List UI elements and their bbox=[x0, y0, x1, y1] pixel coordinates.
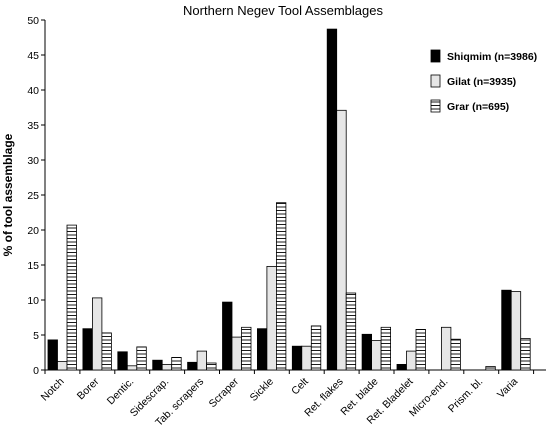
bar-shiqmim bbox=[361, 333, 373, 371]
bar-grar bbox=[136, 346, 147, 371]
y-tick-label: 30 bbox=[27, 155, 39, 167]
legend: Shiqmim (n=3986) Gilat (n=3935) Grar (n=69… bbox=[430, 49, 537, 113]
bar-shiqmim bbox=[47, 339, 58, 371]
bar-gilat bbox=[440, 326, 452, 371]
bar-grar bbox=[380, 326, 392, 371]
bar-shiqmim bbox=[82, 328, 93, 371]
bar-shiqmim bbox=[326, 28, 338, 371]
bars bbox=[47, 28, 531, 371]
bar-grar bbox=[310, 325, 322, 371]
y-tick-label: 40 bbox=[27, 85, 39, 97]
category-labels: Notch Borer Dentic.Sidescrap.Tab. scrapers… bbox=[39, 375, 521, 428]
y-tick-label: 45 bbox=[27, 50, 39, 62]
bar-shiqmim bbox=[187, 361, 198, 371]
bar-shiqmim bbox=[396, 363, 407, 371]
bar-grar bbox=[275, 202, 287, 371]
bar-gilat bbox=[406, 350, 417, 371]
y-tick-label: 35 bbox=[27, 120, 39, 132]
bar-gilat bbox=[231, 336, 242, 371]
y-tick-label: 25 bbox=[27, 190, 39, 202]
bar-gilat bbox=[196, 350, 208, 371]
bar-grar bbox=[450, 338, 461, 371]
legend-swatch bbox=[430, 99, 441, 113]
bar-shiqmim bbox=[256, 328, 268, 371]
category-label: Prism. bl. bbox=[446, 376, 485, 415]
legend-swatch bbox=[430, 49, 441, 63]
category-label: Celt bbox=[289, 376, 311, 398]
bar-grar bbox=[345, 292, 357, 371]
bar-grar bbox=[206, 362, 217, 371]
bar-gilat bbox=[126, 365, 138, 371]
bar-shiqmim bbox=[501, 289, 512, 371]
bar-grar bbox=[485, 366, 496, 371]
y-tick-label: 0 bbox=[33, 365, 39, 377]
bar-gilat bbox=[510, 291, 522, 371]
y-tick-label: 10 bbox=[27, 295, 39, 307]
bar-grar bbox=[101, 332, 112, 371]
axes: 0 5 10 15 20 25 30 35 40 45 50 bbox=[27, 15, 546, 377]
bar-shiqmim bbox=[291, 345, 303, 371]
bar-gilat bbox=[336, 109, 347, 371]
y-tick-label: 20 bbox=[27, 225, 39, 237]
category-label: Dentic. bbox=[105, 376, 137, 408]
bar-shiqmim bbox=[152, 359, 163, 371]
category-label: Sickle bbox=[248, 376, 276, 404]
category-label: Scraper bbox=[207, 375, 242, 410]
bar-grar bbox=[66, 224, 77, 371]
bar-shiqmim bbox=[222, 301, 233, 371]
legend-swatch bbox=[430, 74, 441, 88]
legend-label: Grar (n=695) bbox=[447, 101, 509, 113]
y-tick-label: 50 bbox=[27, 15, 39, 27]
bar-gilat bbox=[57, 361, 68, 371]
category-label: Notch bbox=[39, 376, 67, 404]
bar-shiqmim bbox=[117, 351, 128, 371]
legend-label: Gilat (n=3935) bbox=[447, 76, 516, 88]
bar-gilat bbox=[92, 297, 103, 371]
bar-grar bbox=[415, 328, 426, 371]
bar-gilat bbox=[371, 340, 382, 371]
category-label: Borer bbox=[75, 375, 102, 402]
y-axis-label: % of tool assemblage bbox=[1, 133, 15, 256]
bar-grar bbox=[241, 326, 252, 371]
bar-gilat bbox=[161, 363, 173, 371]
bar-grar bbox=[171, 356, 182, 371]
legend-label: Shiqmim (n=3986) bbox=[447, 51, 537, 63]
chart-title: Northern Negev Tool Assemblages bbox=[183, 3, 383, 18]
bar-gilat bbox=[266, 265, 277, 371]
y-tick-label: 15 bbox=[27, 260, 39, 272]
bar-grar bbox=[520, 338, 531, 371]
category-label: Varia bbox=[495, 376, 520, 401]
bar-gilat bbox=[301, 345, 312, 371]
y-tick-label: 5 bbox=[33, 330, 39, 342]
